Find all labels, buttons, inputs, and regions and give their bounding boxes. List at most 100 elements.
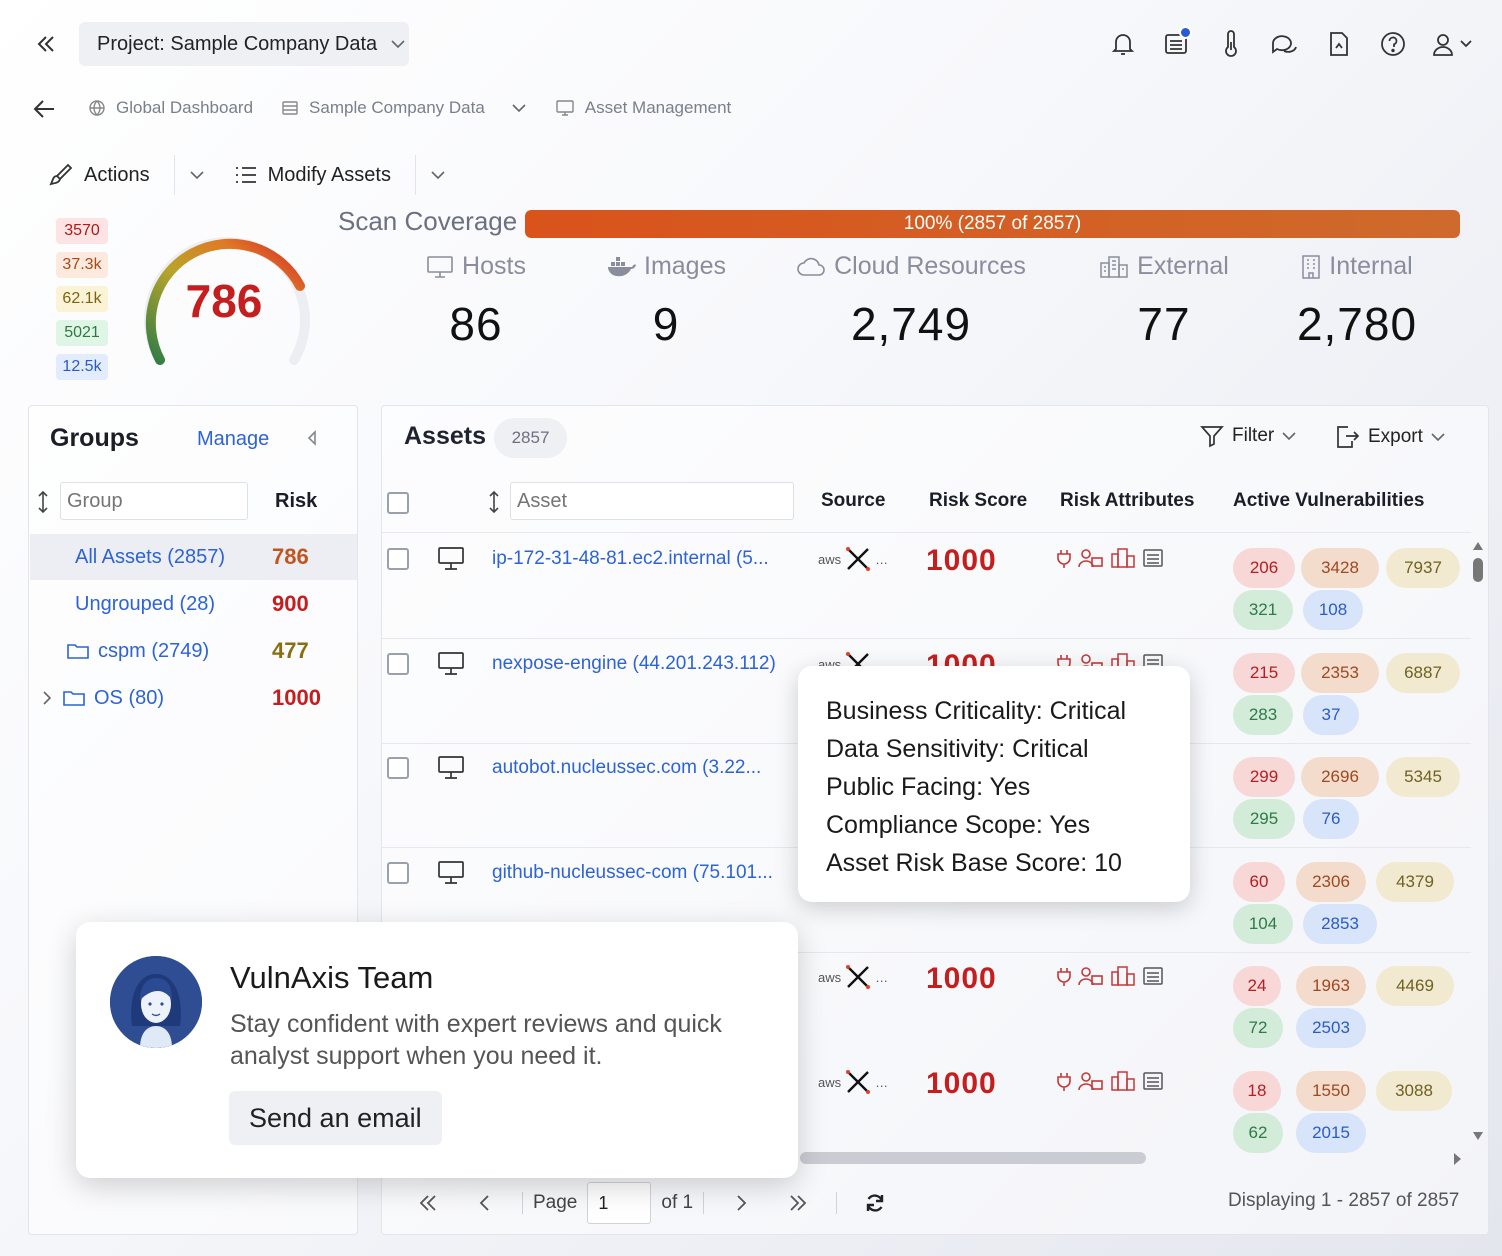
page-number-input[interactable]: [587, 1182, 652, 1224]
chevron-down-icon[interactable]: [189, 170, 205, 180]
risk-attribute-icons[interactable]: [1056, 548, 1164, 568]
stat-external[interactable]: External 77: [1096, 252, 1232, 351]
modify-assets-button[interactable]: Modify Assets: [234, 164, 401, 187]
vulnerability-count-pill[interactable]: 104: [1233, 904, 1293, 944]
help-icon[interactable]: [1376, 26, 1410, 62]
vulnerability-count-pill[interactable]: 108: [1303, 590, 1363, 630]
vulnerability-count-pill[interactable]: 2306: [1296, 862, 1366, 902]
asset-name-link[interactable]: ip-172-31-48-81.ec2.internal (5...: [492, 548, 769, 569]
risk-attribute-icons[interactable]: [1056, 1071, 1164, 1091]
vulnerability-count-pill[interactable]: 2853: [1303, 904, 1377, 944]
chevron-right-icon[interactable]: [42, 690, 52, 706]
filter-button[interactable]: Filter: [1200, 424, 1296, 448]
critical-count-badge[interactable]: 3570: [56, 218, 108, 244]
buildings-icon: [1110, 1071, 1136, 1091]
first-page-icon[interactable]: [400, 1194, 456, 1212]
vulnerability-count-pill[interactable]: 3088: [1376, 1071, 1452, 1111]
stat-cloud-resources[interactable]: Cloud Resources 2,749: [790, 252, 1032, 351]
group-row-os[interactable]: OS (80) 1000: [30, 675, 357, 721]
prev-page-icon[interactable]: [456, 1194, 512, 1212]
breadcrumb-asset-management[interactable]: Asset Management: [555, 98, 731, 118]
user-menu-icon[interactable]: [1430, 26, 1478, 62]
vulnerability-count-pill[interactable]: 60: [1233, 862, 1285, 902]
stat-value: 9: [652, 298, 680, 350]
row-checkbox[interactable]: [387, 862, 409, 884]
group-row-all-assets[interactable]: All Assets (2857) 786: [30, 534, 357, 580]
high-count-badge[interactable]: 37.3k: [56, 252, 108, 278]
medium-count-badge[interactable]: 62.1k: [56, 286, 108, 312]
group-search-input[interactable]: [60, 482, 248, 520]
row-checkbox[interactable]: [387, 757, 409, 779]
chat-icon[interactable]: [1268, 26, 1302, 62]
vulnerability-count-pill[interactable]: 295: [1233, 799, 1295, 839]
asset-search-input[interactable]: [510, 482, 794, 520]
vulnerability-count-pill[interactable]: 321: [1233, 590, 1293, 630]
scroll-right-arrow[interactable]: [1452, 1152, 1462, 1166]
vulnerability-count-pill[interactable]: 206: [1233, 548, 1295, 588]
source-column-header[interactable]: Source: [821, 490, 886, 511]
vulnerability-count-pill[interactable]: 24: [1233, 966, 1281, 1006]
select-all-checkbox[interactable]: [387, 492, 409, 514]
manage-groups-link[interactable]: Manage: [197, 428, 270, 450]
vulnerability-count-pill[interactable]: 4469: [1376, 966, 1454, 1006]
info-count-badge[interactable]: 12.5k: [56, 354, 108, 380]
actions-button[interactable]: Actions: [48, 162, 160, 188]
active-vulnerabilities-column-header[interactable]: Active Vulnerabilities: [1233, 490, 1425, 511]
sort-icon[interactable]: [487, 490, 501, 514]
collapse-panel-icon[interactable]: [306, 430, 318, 446]
last-page-icon[interactable]: [770, 1194, 826, 1212]
breadcrumb-sample-company-data[interactable]: Sample Company Data: [281, 98, 527, 118]
export-button[interactable]: Export: [1334, 424, 1445, 450]
source-logos: aws …: [818, 1067, 888, 1097]
asset-name-link[interactable]: github-nucleussec-com (75.101...: [492, 862, 773, 883]
vulnerability-count-pill[interactable]: 1963: [1296, 966, 1366, 1006]
stat-images[interactable]: Images 9: [598, 252, 734, 351]
send-email-button[interactable]: Send an email: [229, 1091, 442, 1145]
thermometer-icon[interactable]: [1214, 26, 1248, 62]
vulnerability-count-pill[interactable]: 18: [1233, 1071, 1281, 1111]
collapse-sidebar-icon[interactable]: [30, 28, 62, 60]
next-page-icon[interactable]: [714, 1194, 770, 1212]
vulnerability-count-pill[interactable]: 283: [1233, 695, 1293, 735]
breadcrumb-global-dashboard[interactable]: Global Dashboard: [88, 98, 253, 118]
vertical-scrollbar[interactable]: [1472, 540, 1484, 1140]
sort-icon[interactable]: [36, 490, 50, 514]
vulnerability-count-pill[interactable]: 2015: [1296, 1113, 1366, 1153]
vulnerability-count-pill[interactable]: 37: [1303, 695, 1359, 735]
risk-attributes-column-header[interactable]: Risk Attributes: [1060, 490, 1195, 511]
report-icon[interactable]: [1322, 26, 1356, 62]
project-selector[interactable]: Project: Sample Company Data: [79, 22, 409, 66]
chevron-down-icon[interactable]: [511, 103, 527, 113]
vulnerability-count-pill[interactable]: 5345: [1386, 757, 1460, 797]
stat-internal[interactable]: Internal 2,780: [1296, 252, 1418, 351]
risk-score-column-header[interactable]: Risk Score: [929, 490, 1028, 511]
vulnerability-count-pill[interactable]: 2503: [1296, 1008, 1366, 1048]
row-checkbox[interactable]: [387, 548, 409, 570]
row-checkbox[interactable]: [387, 653, 409, 675]
vulnerability-count-pill[interactable]: 72: [1233, 1008, 1283, 1048]
vulnerability-count-pill[interactable]: 215: [1233, 653, 1295, 693]
horizontal-scrollbar[interactable]: [800, 1152, 1146, 1164]
risk-attribute-icons[interactable]: [1056, 966, 1164, 986]
vulnerability-count-pill[interactable]: 2353: [1301, 653, 1379, 693]
refresh-icon[interactable]: [847, 1192, 903, 1214]
vulnerability-count-pill[interactable]: 62: [1233, 1113, 1283, 1153]
asset-name-link[interactable]: nexpose-engine (44.201.243.112): [492, 653, 776, 674]
vulnerability-count-pill[interactable]: 3428: [1301, 548, 1379, 588]
vulnerability-count-pill[interactable]: 6887: [1386, 653, 1460, 693]
group-row-ungrouped[interactable]: Ungrouped (28) 900: [30, 581, 357, 627]
bell-icon[interactable]: [1106, 26, 1140, 62]
stat-hosts[interactable]: Hosts 86: [420, 252, 532, 351]
vulnerability-count-pill[interactable]: 4379: [1376, 862, 1454, 902]
chevron-down-icon[interactable]: [430, 170, 446, 180]
vulnerability-count-pill[interactable]: 299: [1233, 757, 1295, 797]
vulnerability-count-pill[interactable]: 2696: [1301, 757, 1379, 797]
task-list-icon[interactable]: [1160, 26, 1194, 62]
asset-name-link[interactable]: autobot.nucleussec.com (3.22...: [492, 757, 762, 778]
vulnerability-count-pill[interactable]: 1550: [1296, 1071, 1366, 1111]
low-count-badge[interactable]: 5021: [56, 320, 108, 346]
vulnerability-count-pill[interactable]: 76: [1303, 799, 1359, 839]
back-arrow-icon[interactable]: [32, 96, 62, 126]
group-row-cspm[interactable]: cspm (2749) 477: [30, 628, 357, 674]
vulnerability-count-pill[interactable]: 7937: [1386, 548, 1460, 588]
